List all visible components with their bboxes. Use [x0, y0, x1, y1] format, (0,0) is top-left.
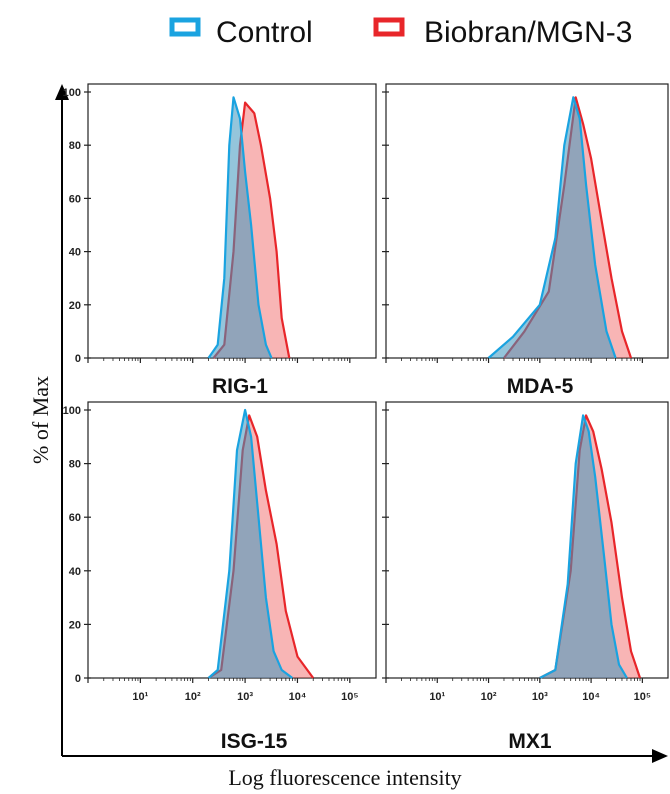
y-tick-label: 0 [75, 353, 81, 365]
panel-title: ISG-15 [221, 730, 288, 753]
panel-frame [385, 401, 669, 679]
x-tick-label: 10² [185, 691, 201, 703]
legend-swatch-biobran [373, 17, 405, 37]
y-axis-title: % of Max [28, 376, 53, 464]
histogram-outline-control [207, 96, 273, 359]
legend-label-biobran: Biobran/MGN-3 [424, 16, 632, 49]
x-tick-label: 10¹ [429, 691, 445, 703]
x-tick-label: 10⁵ [634, 691, 651, 703]
outer-axes: % of Max Log fluorescence intensity [28, 84, 668, 790]
y-tick-label: 80 [69, 140, 81, 152]
panel-3: 10¹ 10² 10³ 10⁴ 10⁵ MX1 [382, 401, 669, 753]
y-tick-label: 100 [63, 87, 81, 99]
y-tick-label: 60 [69, 193, 81, 205]
x-tick-label: 10³ [237, 691, 253, 703]
panel-frame [385, 83, 669, 359]
y-tick-label: 20 [69, 300, 81, 312]
y-axis-arrowhead [55, 84, 69, 100]
legend-swatch-control [169, 17, 201, 37]
panel-title: MDA-5 [507, 375, 574, 398]
y-tick-label: 100 [63, 405, 81, 417]
panel-title: RIG-1 [212, 375, 268, 398]
x-axis-arrowhead [652, 749, 668, 763]
x-tick-label: 10¹ [132, 691, 148, 703]
histogram-outline-control [487, 96, 617, 359]
histogram-outline-control [539, 414, 628, 679]
y-tick-label: 0 [75, 673, 81, 685]
histogram-fill-control [539, 415, 627, 678]
x-tick-label: 10³ [532, 691, 548, 703]
panel-title: MX1 [508, 730, 552, 753]
legend-label-control: Control [216, 16, 313, 49]
x-tick-label: 10² [481, 691, 497, 703]
histogram-fill-control [208, 410, 293, 678]
y-tick-label: 40 [69, 247, 81, 259]
panel-0: 0 20 40 60 80 100 RIG-1 [63, 83, 377, 398]
panel-2: 0 20 40 60 80 100 10¹ 10² 10³ 10⁴ 10⁵ ISG-15 [63, 401, 377, 753]
histogram-outline-control [207, 408, 294, 679]
x-tick-label: 10⁵ [341, 691, 358, 703]
y-tick-label: 20 [69, 619, 81, 631]
x-tick-label: 10⁴ [582, 691, 600, 703]
y-tick-label: 60 [69, 512, 81, 524]
y-tick-label: 80 [69, 459, 81, 471]
legend: Control Biobran/MGN-3 [169, 16, 632, 49]
x-tick-label: 10⁴ [289, 691, 307, 703]
y-tick-label: 40 [69, 566, 81, 578]
panel-1: MDA-5 [382, 83, 669, 398]
panels: 0 20 40 60 80 100 RIG-1 MDA-5 0 20 40 60 80 100 10¹ 10²… [63, 83, 669, 753]
histogram-fill-control [208, 97, 272, 359]
x-axis-title: Log fluorescence intensity [228, 765, 461, 790]
